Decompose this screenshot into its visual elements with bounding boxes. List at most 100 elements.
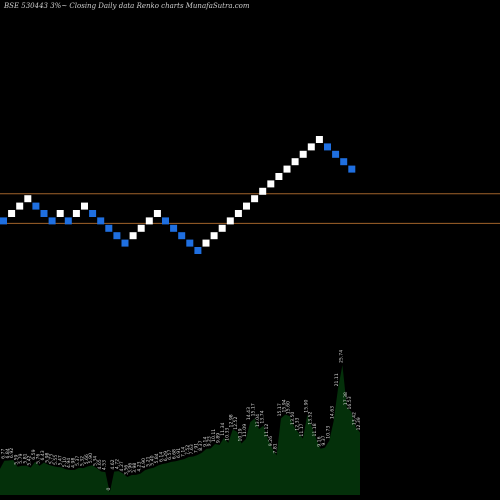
volume-label: 6.59	[31, 449, 37, 459]
renko-brick	[283, 165, 291, 173]
volume-label: 4.65	[97, 459, 103, 469]
volume-label: 9.14	[202, 437, 208, 447]
renko-brick	[40, 210, 48, 217]
volume-label: 21.11	[334, 373, 340, 386]
volume-label: 13.04	[255, 414, 261, 427]
volume-label: 15.90	[303, 399, 309, 412]
volume-label: 3.56	[123, 465, 129, 475]
volume-label: 5.76	[36, 454, 42, 464]
volume-label: 5.10	[62, 457, 68, 467]
volume-label: 9.26	[268, 436, 274, 446]
volume-label: 5.42	[27, 455, 33, 465]
volume-label: 5.79	[18, 453, 24, 463]
volume-label: 6.68	[172, 449, 178, 459]
renko-brick	[89, 210, 97, 217]
volume-labels: 5.186.77 6.84 6.925.59 5.79 5.81 5.426.59 5.76…	[0, 350, 362, 491]
volume-label: 4.53	[101, 460, 107, 470]
volume-label: 10.19	[237, 428, 243, 441]
renko-brick	[348, 165, 356, 173]
renko-brick	[129, 232, 137, 240]
renko-brick	[64, 217, 72, 225]
volume-label: 15.17	[277, 403, 283, 416]
volume-label: 7.81	[273, 443, 279, 453]
renko-brick	[291, 158, 299, 166]
renko-brick	[267, 180, 275, 188]
volume-label: 8.37	[198, 440, 204, 450]
renko-bricks	[0, 136, 356, 254]
volume-label: 6.29	[163, 451, 169, 461]
renko-brick	[194, 247, 202, 254]
renko-brick	[97, 217, 105, 225]
volume-label: 15.94	[281, 399, 287, 412]
renko-brick	[340, 158, 348, 166]
volume-label: 9.89	[216, 433, 222, 443]
volume-label: 6.43	[40, 450, 46, 460]
volume-label: 5.59	[14, 454, 20, 464]
volume-label: 5.55	[53, 455, 59, 465]
volume-label: 5.98	[44, 452, 50, 462]
renko-brick	[226, 217, 234, 225]
volume-label: 5.34	[93, 456, 99, 466]
renko-brick	[202, 239, 210, 247]
volume-area-fill	[0, 365, 360, 495]
volume-label: 5.81	[22, 453, 28, 463]
volume-label: 12.39	[356, 417, 362, 430]
volume-label: 14.43	[246, 407, 252, 420]
volume-label: 5.47	[57, 455, 63, 465]
volume-label: 12.33	[295, 417, 301, 430]
volume-label: 4.72	[115, 459, 121, 469]
renko-brick	[32, 202, 40, 210]
renko-brick	[259, 187, 267, 195]
volume-label: 11.09	[242, 424, 248, 437]
volume-label: 13.42	[352, 412, 358, 425]
volume-label: 5.21	[145, 456, 151, 466]
renko-brick	[121, 239, 129, 247]
volume-label: 4.94	[66, 458, 72, 468]
renko-brick	[178, 232, 186, 240]
renko-brick	[170, 224, 178, 232]
volume-label: 11.18	[312, 423, 318, 436]
volume-label: 13.52	[308, 411, 314, 424]
renko-brick	[0, 217, 7, 225]
volume-label: 10.73	[325, 426, 331, 439]
renko-brick	[145, 217, 153, 225]
renko-brick	[8, 210, 16, 217]
renko-brick	[315, 136, 323, 143]
volume-label: 4.90	[141, 458, 147, 468]
volume-label: 14.63	[330, 406, 336, 419]
renko-brick	[113, 232, 121, 240]
volume-label: 7.52	[185, 445, 191, 455]
renko-brick	[105, 224, 113, 232]
volume-label: 3.96	[128, 463, 134, 473]
renko-brick	[24, 195, 32, 203]
volume-label: 5.66	[84, 454, 90, 464]
volume-label: 7.14	[180, 447, 186, 457]
volume-label: 5.37	[75, 456, 81, 466]
renko-brick	[275, 173, 283, 180]
volume-label: 9.23	[207, 436, 213, 446]
renko-brick	[210, 232, 218, 240]
volume-label: 5.18	[0, 457, 2, 467]
volume-label: 10.33	[224, 428, 230, 441]
volume-label: 17.38	[343, 392, 349, 405]
volume-label: 4.27	[119, 461, 125, 471]
renko-brick	[332, 150, 340, 158]
volume-label: 25.74	[338, 350, 344, 363]
volume-label: 4.62	[110, 459, 116, 469]
volume-label: 6.57	[167, 450, 173, 460]
reference-lines	[0, 193, 500, 224]
volume-label: 5.90	[88, 453, 94, 463]
renko-brick	[153, 210, 161, 217]
volume-label: 5.32	[79, 456, 85, 466]
renko-brick	[162, 217, 169, 225]
volume-label: 11.17	[299, 423, 305, 436]
volume-label: 13.74	[259, 410, 265, 423]
renko-brick	[218, 224, 226, 232]
renko-brick	[72, 210, 80, 217]
renko-brick	[299, 150, 307, 158]
volume-label: 15.17	[251, 403, 257, 416]
volume-label: 16.53	[347, 396, 353, 409]
volume-label: 11.12	[264, 424, 270, 437]
